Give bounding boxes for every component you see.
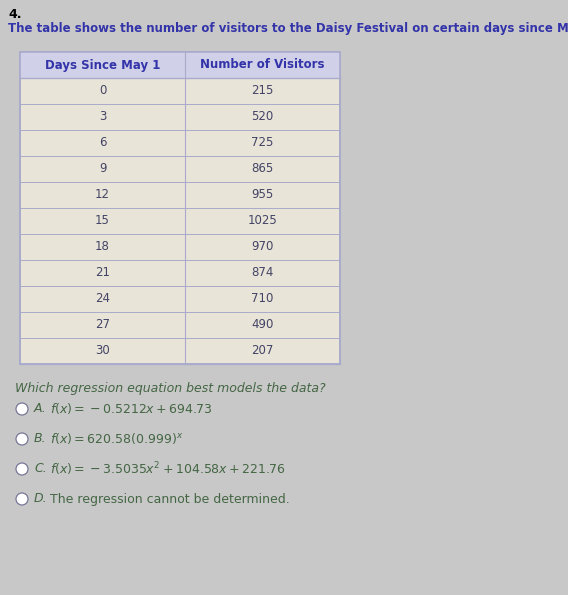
Text: 0: 0 — [99, 84, 106, 98]
Text: The regression cannot be determined.: The regression cannot be determined. — [50, 493, 290, 506]
Text: A.: A. — [34, 402, 47, 415]
Text: 27: 27 — [95, 318, 110, 331]
Text: 865: 865 — [252, 162, 274, 176]
Text: 955: 955 — [252, 189, 274, 202]
Circle shape — [16, 433, 28, 445]
Text: 490: 490 — [251, 318, 274, 331]
Bar — [20, 52, 340, 78]
Text: B.: B. — [34, 433, 47, 446]
Text: 6: 6 — [99, 136, 106, 149]
Text: 18: 18 — [95, 240, 110, 253]
Text: 3: 3 — [99, 111, 106, 124]
Bar — [20, 52, 340, 364]
Text: 12: 12 — [95, 189, 110, 202]
Text: 520: 520 — [252, 111, 274, 124]
Circle shape — [16, 463, 28, 475]
Text: 21: 21 — [95, 267, 110, 280]
Text: 725: 725 — [251, 136, 274, 149]
Text: Number of Visitors: Number of Visitors — [201, 58, 325, 71]
Text: 215: 215 — [251, 84, 274, 98]
Text: $f(x) = -3.5035x^2 + 104.58x + 221.76$: $f(x) = -3.5035x^2 + 104.58x + 221.76$ — [50, 460, 286, 478]
Text: Which regression equation best models the data?: Which regression equation best models th… — [15, 382, 325, 395]
Text: $f(x) = 620.58(0.999)^x$: $f(x) = 620.58(0.999)^x$ — [50, 431, 183, 446]
Text: $f(x) = -0.5212x + 694.73$: $f(x) = -0.5212x + 694.73$ — [50, 402, 212, 416]
Text: 15: 15 — [95, 215, 110, 227]
Text: 9: 9 — [99, 162, 106, 176]
Text: 874: 874 — [251, 267, 274, 280]
Text: The table shows the number of visitors to the Daisy Festival on certain days sin: The table shows the number of visitors t… — [8, 22, 568, 35]
Text: 710: 710 — [251, 293, 274, 305]
Text: 207: 207 — [251, 345, 274, 358]
Text: C.: C. — [34, 462, 47, 475]
Text: D.: D. — [34, 493, 48, 506]
Circle shape — [16, 403, 28, 415]
Text: 30: 30 — [95, 345, 110, 358]
Circle shape — [16, 493, 28, 505]
Text: 970: 970 — [251, 240, 274, 253]
Text: 24: 24 — [95, 293, 110, 305]
Text: Days Since May 1: Days Since May 1 — [45, 58, 160, 71]
Text: 4.: 4. — [8, 8, 22, 21]
Text: 1025: 1025 — [248, 215, 277, 227]
